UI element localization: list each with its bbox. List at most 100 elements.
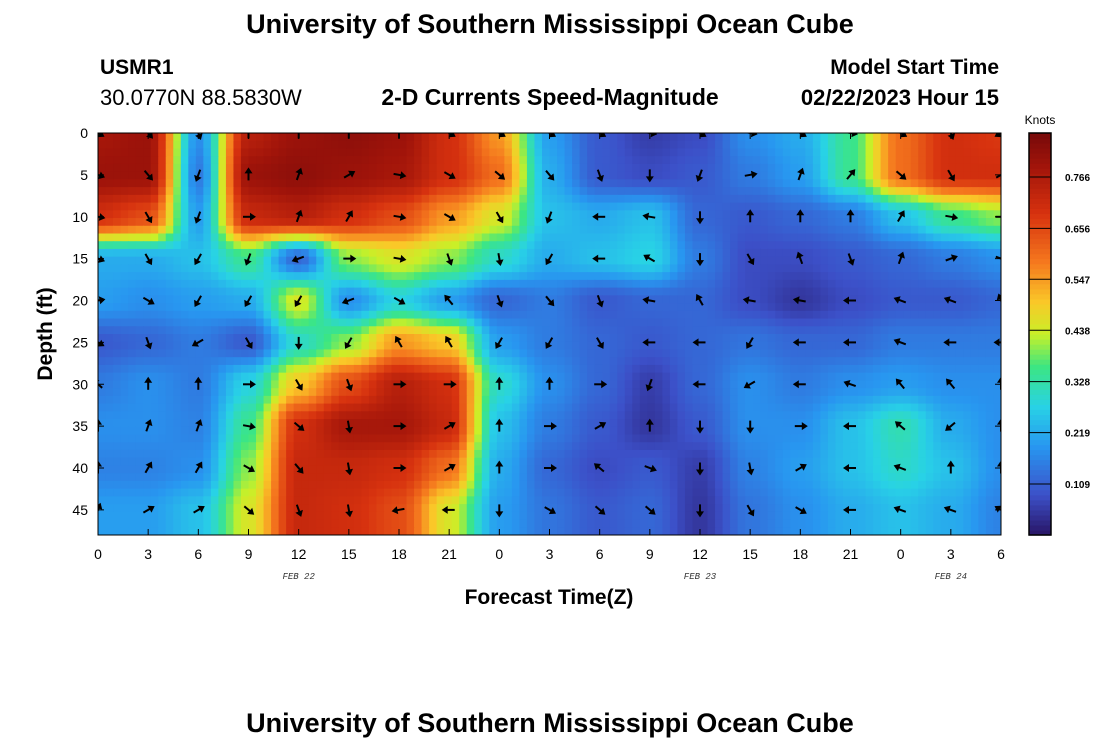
- heatmap-cell: [993, 140, 1001, 150]
- heatmap-cell: [165, 357, 174, 366]
- heatmap-cell: [459, 419, 468, 428]
- heatmap-cell: [903, 434, 912, 443]
- heatmap-cell: [925, 279, 934, 289]
- heatmap-cell: [361, 148, 370, 157]
- heatmap-cell: [406, 341, 415, 351]
- heatmap-cell: [248, 349, 257, 358]
- heatmap-cell: [700, 210, 709, 219]
- heatmap-cell: [752, 233, 761, 242]
- heatmap-cell: [158, 334, 167, 343]
- heatmap-cell: [782, 357, 791, 366]
- heatmap-cell: [842, 148, 852, 157]
- heatmap-cell: [647, 318, 656, 327]
- heatmap-cell: [910, 218, 919, 227]
- heatmap-cell: [797, 341, 806, 351]
- heatmap-cell: [880, 372, 889, 381]
- heatmap-cell: [760, 326, 769, 335]
- heatmap-cell: [797, 279, 806, 289]
- heatmap-cell: [376, 256, 385, 266]
- heatmap-cell: [406, 449, 415, 459]
- heatmap-cell: [715, 395, 724, 405]
- heatmap-cell: [955, 364, 964, 374]
- heatmap-cell: [707, 163, 716, 173]
- heatmap-cell: [948, 419, 957, 428]
- heatmap-cell: [609, 380, 618, 389]
- heatmap-cell: [188, 326, 197, 335]
- heatmap-cell: [775, 264, 784, 273]
- heatmap-cell: [361, 256, 370, 266]
- heatmap-cell: [715, 194, 724, 204]
- heatmap-cell: [918, 349, 927, 358]
- heatmap-cell: [210, 272, 220, 281]
- heatmap-cell: [827, 395, 837, 405]
- heatmap-cell: [278, 256, 287, 266]
- heatmap-cell: [248, 140, 257, 150]
- heatmap-cell: [496, 225, 505, 235]
- heatmap-cell: [143, 179, 152, 188]
- heatmap-cell: [654, 395, 663, 405]
- heatmap-cell: [993, 426, 1001, 436]
- heatmap-cell: [903, 187, 912, 196]
- heatmap-cell: [730, 187, 739, 196]
- heatmap-cell: [730, 248, 739, 258]
- heatmap-cell: [782, 187, 791, 196]
- heatmap-cell: [143, 395, 152, 405]
- heatmap-cell: [361, 388, 370, 397]
- heatmap-cell: [850, 256, 859, 266]
- heatmap-cell: [165, 372, 174, 381]
- heatmap-cell: [383, 264, 393, 273]
- heatmap-cell: [150, 411, 159, 420]
- heatmap-cell: [737, 156, 746, 165]
- heatmap-cell: [669, 341, 679, 351]
- heatmap-cell: [459, 171, 468, 180]
- heatmap-cell: [692, 326, 701, 335]
- heatmap-cell: [436, 364, 445, 374]
- heatmap-cell: [737, 202, 746, 211]
- heatmap-cell: [812, 341, 822, 351]
- heatmap-cell: [429, 272, 438, 281]
- heatmap-cell: [910, 225, 919, 235]
- heatmap-cell: [308, 256, 317, 266]
- heatmap-cell: [820, 295, 829, 304]
- heatmap-cell: [391, 403, 400, 412]
- heatmap-cell: [233, 426, 242, 436]
- heatmap-cell: [203, 395, 212, 405]
- heatmap-cell: [858, 395, 867, 405]
- heatmap-cell: [346, 395, 355, 405]
- heatmap-cell: [459, 287, 468, 296]
- heatmap-cell: [812, 256, 822, 266]
- heatmap-cell: [903, 202, 912, 211]
- heatmap-cell: [353, 210, 362, 219]
- heatmap-cell: [158, 148, 167, 157]
- heatmap-cell: [361, 241, 370, 250]
- heatmap-cell: [210, 287, 220, 296]
- heatmap-cell: [873, 388, 882, 397]
- heatmap-cell: [963, 194, 972, 204]
- heatmap-cell: [128, 256, 137, 266]
- heatmap-cell: [248, 442, 257, 451]
- heatmap-cell: [105, 426, 114, 436]
- heatmap-cell: [316, 225, 325, 235]
- heatmap-cell: [925, 225, 934, 235]
- heatmap-cell: [120, 233, 129, 242]
- heatmap-cell: [331, 279, 340, 289]
- heatmap-cell: [504, 140, 513, 150]
- heatmap-cell: [165, 171, 174, 180]
- heatmap-cell: [526, 241, 536, 250]
- heatmap-cell: [827, 264, 837, 273]
- heatmap-cell: [572, 449, 581, 459]
- heatmap-cell: [541, 364, 551, 374]
- heatmap-cell: [526, 279, 536, 289]
- heatmap-cell: [654, 171, 663, 180]
- heatmap-cell: [790, 187, 799, 196]
- heatmap-cell: [609, 233, 618, 242]
- heatmap-cell: [654, 318, 663, 327]
- heatmap-cell: [564, 171, 573, 180]
- heatmap-cell: [353, 364, 362, 374]
- heatmap-cell: [805, 218, 814, 227]
- heatmap-cell: [271, 303, 280, 312]
- heatmap-cell: [331, 434, 340, 443]
- heatmap-cell: [880, 133, 889, 142]
- heatmap-cell: [331, 218, 340, 227]
- heatmap-cell: [376, 202, 385, 211]
